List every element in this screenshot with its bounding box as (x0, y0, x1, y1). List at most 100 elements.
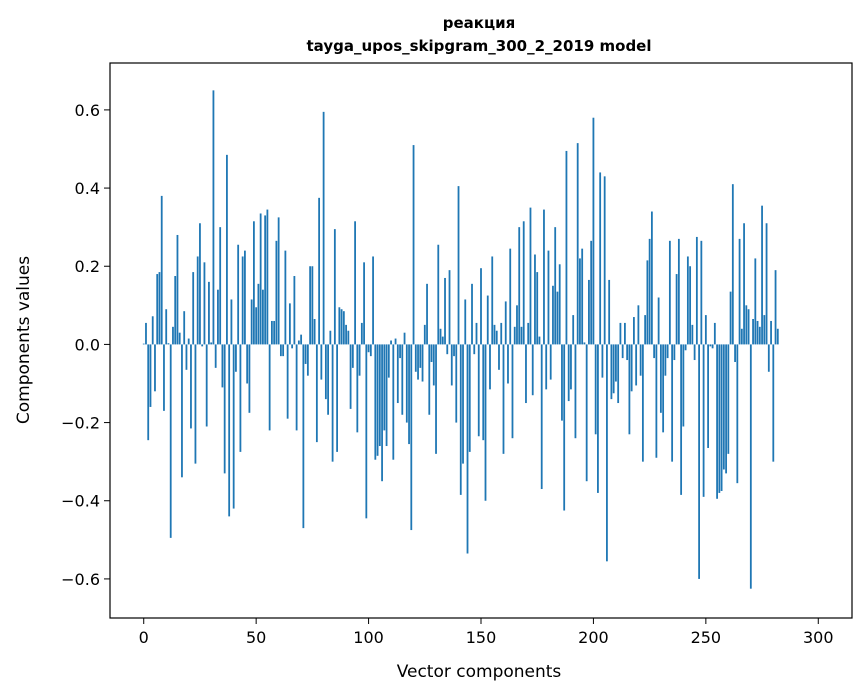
bar (277, 217, 280, 345)
bar (725, 344, 727, 474)
bar (441, 336, 444, 345)
bar (646, 260, 649, 345)
bar (372, 256, 374, 345)
bar (704, 315, 707, 345)
bar (320, 344, 323, 380)
bar (682, 344, 685, 427)
bar (421, 344, 424, 382)
bar (149, 344, 152, 407)
bar (374, 344, 377, 460)
bar (495, 330, 498, 345)
bar (624, 322, 626, 345)
bar (300, 334, 303, 345)
bar (673, 344, 676, 361)
x-tick-label: 250 (691, 628, 722, 647)
bar (552, 285, 554, 345)
bar (475, 322, 478, 345)
bar (540, 344, 543, 490)
bar (626, 344, 629, 361)
bar (336, 344, 338, 452)
bar (468, 344, 471, 452)
bar (648, 238, 651, 345)
bar (464, 299, 467, 345)
bar (235, 344, 237, 372)
bar (221, 344, 224, 388)
bar (176, 234, 179, 345)
bar (563, 344, 566, 511)
bar (617, 344, 620, 404)
bar (432, 344, 435, 386)
bar (187, 338, 190, 345)
bar (567, 344, 570, 402)
bar (722, 344, 725, 470)
bar (545, 344, 548, 390)
bar (740, 328, 743, 345)
bar (453, 344, 455, 357)
bar (246, 344, 249, 384)
x-tick-label: 200 (578, 628, 609, 647)
bar (439, 328, 442, 345)
bar (650, 211, 653, 345)
bar (297, 340, 300, 345)
bar (194, 344, 197, 464)
bar (446, 344, 449, 355)
bar (720, 344, 723, 491)
bar (367, 344, 370, 353)
bar (293, 276, 296, 345)
bar (428, 344, 431, 415)
bar (698, 344, 700, 579)
y-tick-label: 0.0 (75, 335, 100, 354)
bar (178, 332, 181, 345)
bar (556, 291, 559, 345)
bar (727, 344, 730, 454)
bar (304, 344, 307, 364)
bar (363, 262, 365, 345)
bar (695, 236, 698, 345)
bar (259, 213, 262, 345)
bar (151, 316, 154, 345)
bar (504, 301, 507, 345)
bar (700, 240, 703, 345)
bar (313, 319, 316, 345)
bar (516, 305, 518, 345)
bar (689, 266, 692, 345)
bar (226, 154, 228, 345)
bar (761, 205, 763, 345)
bar (576, 143, 579, 345)
bar (448, 270, 451, 345)
bar (183, 311, 186, 345)
y-tick-label: −0.6 (61, 570, 100, 589)
bar (196, 256, 199, 345)
bar (412, 145, 415, 345)
bar (666, 344, 669, 359)
bar (156, 274, 159, 345)
bar (538, 336, 541, 345)
bar (358, 344, 361, 376)
bar (473, 344, 476, 355)
bar (489, 344, 491, 390)
y-tick-label: 0.4 (75, 179, 100, 198)
bar (435, 344, 437, 454)
bar (390, 340, 392, 345)
bar (509, 248, 512, 345)
bar (671, 344, 674, 462)
bar (774, 270, 777, 345)
bar (608, 279, 611, 345)
bar (534, 254, 536, 345)
bar (621, 344, 624, 359)
bar (230, 299, 233, 345)
bar (493, 324, 496, 345)
bar (327, 344, 329, 415)
bar (403, 332, 406, 345)
bar (253, 221, 255, 345)
bar (396, 344, 399, 404)
bar (273, 320, 276, 345)
bar (776, 328, 779, 345)
bar (513, 326, 516, 345)
bar (599, 172, 602, 345)
bar (288, 303, 291, 345)
bar (491, 256, 494, 345)
bar (527, 322, 530, 345)
bar (570, 344, 572, 390)
bar (203, 262, 206, 345)
